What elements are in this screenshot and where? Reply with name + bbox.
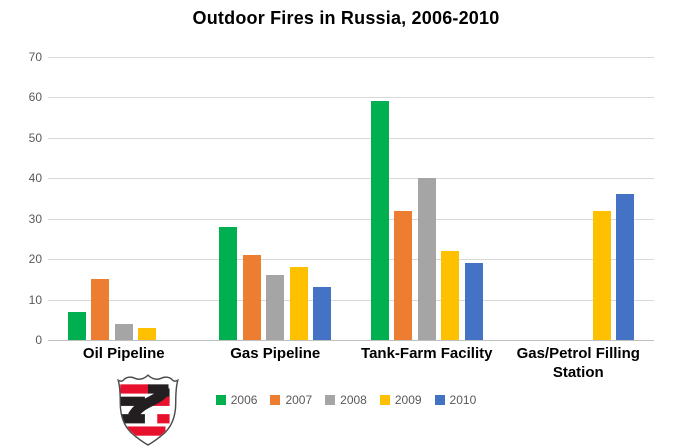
bar-slot — [592, 210, 611, 340]
legend: 2006 2007 2008 2009 2010 — [0, 393, 692, 407]
shield-stripes — [120, 384, 170, 436]
legend-swatch-2009 — [379, 395, 390, 405]
legend-item-2009: 2009 — [379, 393, 422, 407]
bar-slot — [138, 327, 157, 340]
bar-2008-category-1 — [114, 323, 133, 340]
bar-slot — [370, 101, 389, 340]
gridline-30 — [48, 218, 654, 220]
bar-slot — [67, 311, 86, 340]
bar-2010-category-4 — [616, 194, 635, 340]
category-label-3: Tank-Farm Facility — [361, 345, 493, 362]
bar-2009-category-3 — [441, 251, 460, 340]
gridline-70 — [48, 57, 654, 58]
bar-2006-category-3 — [370, 101, 389, 340]
chart-title: Outdoor Fires in Russia, 2006-2010 — [192, 8, 500, 28]
bar-2008-category-3 — [417, 178, 436, 340]
category-label-4: Gas/Petrol Filling Station — [516, 345, 640, 381]
bar-slot — [417, 178, 436, 340]
bar-slot — [441, 251, 460, 340]
legend-label-2009: 2009 — [394, 393, 422, 407]
legend-swatch-2010 — [434, 395, 445, 405]
bar-2009-category-2 — [289, 267, 308, 340]
shield-emblem-logo — [117, 374, 179, 446]
gridline-10 — [48, 299, 654, 301]
bar-2007-category-2 — [242, 255, 261, 340]
legend-item-2008: 2008 — [325, 393, 367, 407]
legend-label-2006: 2006 — [230, 393, 258, 407]
bar-2006-category-1 — [67, 311, 86, 340]
y-tick-label-30: 30 — [28, 211, 42, 226]
bar-slot — [219, 226, 238, 340]
category-label-1: Oil Pipeline — [82, 345, 165, 362]
category-label-2: Gas Pipeline — [230, 345, 321, 362]
bar-slot — [394, 210, 413, 340]
bar-slot — [91, 279, 110, 340]
bar-group-4 — [503, 57, 655, 340]
legend-item-2010: 2010 — [434, 393, 477, 407]
bar-slot — [266, 275, 285, 340]
legend-item-2007: 2007 — [270, 393, 312, 407]
category-axis-labels: Oil Pipeline Gas Pipeline Tank-Farm Facili… — [48, 344, 654, 382]
gridline-50 — [48, 137, 654, 139]
bar-2008-category-2 — [266, 275, 285, 340]
bar-slot — [289, 267, 308, 340]
bar-group-1 — [48, 57, 200, 340]
bar-2007-category-1 — [91, 279, 110, 340]
bar-2010-category-2 — [313, 287, 332, 340]
y-tick-label-0: 0 — [35, 333, 42, 347]
legend-item-2006: 2006 — [215, 393, 258, 407]
bar-group-2 — [200, 57, 352, 340]
gridline-60 — [48, 97, 654, 99]
y-tick-label-20: 20 — [28, 252, 42, 267]
bar-slot — [114, 323, 133, 340]
bar-slot — [464, 263, 483, 340]
bar-group-3 — [351, 57, 503, 340]
y-tick-label-40: 40 — [28, 171, 42, 186]
bar-slot — [242, 255, 261, 340]
bar-slot — [313, 287, 332, 340]
bar-groups — [48, 57, 654, 340]
bar-2009-category-1 — [138, 327, 157, 340]
bar-2010-category-3 — [464, 263, 483, 340]
legend-label-2010: 2010 — [449, 393, 477, 407]
y-tick-label-50: 50 — [28, 130, 42, 145]
legend-label-2008: 2008 — [340, 393, 367, 407]
legend-swatch-2008 — [325, 395, 336, 405]
y-tick-label-10: 10 — [28, 292, 42, 307]
bar-2006-category-2 — [219, 226, 238, 340]
bar-2009-category-4 — [592, 210, 611, 340]
gridline-20 — [48, 259, 654, 261]
legend-swatch-2006 — [215, 395, 226, 405]
gridline-40 — [48, 178, 654, 180]
y-tick-label-70: 70 — [28, 50, 42, 64]
x-axis-line — [48, 340, 654, 341]
legend-label-2007: 2007 — [285, 393, 313, 407]
plot-area — [48, 57, 654, 341]
bar-slot — [616, 194, 635, 340]
legend-swatch-2007 — [270, 395, 281, 405]
y-tick-label-60: 60 — [28, 90, 42, 105]
bar-2007-category-3 — [394, 210, 413, 340]
